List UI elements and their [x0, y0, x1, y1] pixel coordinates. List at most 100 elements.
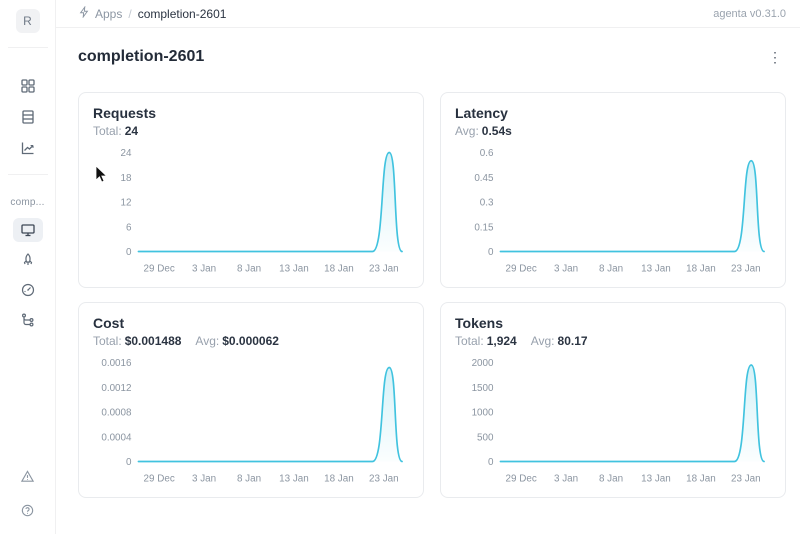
stat-pair: Avg: $0.000062 [195, 334, 279, 348]
stat-pair: Avg: 0.54s [455, 124, 512, 138]
card-stats: Avg: 0.54s [455, 124, 771, 138]
x-axis-tick: 18 Jan [324, 263, 354, 274]
metric-card-latency: Latency Avg: 0.54s 0 0.15 0.3 0.45 0.6 29 Dec 3… [440, 92, 786, 288]
stat-value: 80.17 [557, 334, 588, 348]
stat-label: Total: [455, 334, 484, 348]
stat-label: Total: [93, 334, 122, 348]
y-axis-tick: 0.0008 [101, 407, 131, 418]
breadcrumb-separator: / [128, 6, 132, 21]
stat-label: Avg: [455, 124, 479, 138]
sidebar-item-overview[interactable] [12, 218, 43, 242]
y-axis-tick: 0 [126, 247, 132, 258]
sidebar-item-playground[interactable] [13, 248, 43, 272]
sidebar-item-testsets[interactable] [13, 105, 43, 129]
requests-chart: 0 6 12 18 24 29 Dec 3 Jan 8 Jan 13 Jan 18 Jan 23 J… [93, 142, 409, 281]
sidebar: R [0, 0, 56, 534]
x-axis-tick: 29 Dec [506, 263, 537, 274]
x-axis-tick: 8 Jan [237, 263, 261, 274]
gauge-icon [20, 282, 36, 298]
alert-triangle-icon [20, 469, 35, 484]
card-title: Tokens [455, 315, 503, 331]
series-line [137, 151, 403, 253]
area-fill [500, 365, 765, 462]
x-axis-tick: 23 Jan [731, 473, 761, 484]
y-axis-tick: 0 [488, 247, 494, 258]
breadcrumb-current: completion-2601 [137, 6, 227, 21]
sidebar-footer [13, 464, 43, 522]
sidebar-item-traces[interactable] [13, 308, 43, 332]
x-axis-tick: 23 Jan [369, 263, 399, 274]
help-circle-icon [20, 503, 35, 518]
y-axis-tick: 0 [126, 457, 132, 468]
x-axis-tick: 23 Jan [731, 263, 761, 274]
stat-value: 1,924 [486, 334, 517, 348]
metric-card-cost: Cost Total: $0.001488 Avg: $0.000062 0 0.000… [78, 302, 424, 498]
card-title: Latency [455, 105, 508, 121]
sidebar-main-nav [13, 74, 43, 160]
area-fill [138, 367, 403, 462]
y-axis-tick: 0.0016 [101, 358, 131, 369]
metrics-grid: Requests Total: 24 0 6 12 18 24 29 Dec 3 Jan 8 J… [78, 92, 786, 498]
page-title: completion-2601 [78, 48, 205, 65]
area-fill [138, 152, 403, 252]
x-axis-tick: 29 Dec [506, 473, 537, 484]
y-axis-tick: 0.0012 [101, 383, 131, 394]
metric-card-tokens: Tokens Total: 1,924 Avg: 80.17 0 500 1000 1500… [440, 302, 786, 498]
breadcrumb-apps-label: Apps [95, 6, 123, 21]
sidebar-item-observability[interactable] [13, 136, 43, 160]
x-axis-tick: 3 Jan [192, 473, 216, 484]
y-axis-tick: 2000 [472, 358, 494, 369]
card-title: Cost [93, 315, 125, 331]
breadcrumb-apps-link[interactable]: Apps [78, 5, 123, 21]
y-axis-tick: 18 [121, 173, 132, 184]
stat-label: Avg: [195, 334, 220, 348]
grid-apps-icon [20, 78, 36, 94]
x-axis-tick: 29 Dec [144, 473, 175, 484]
workspace-avatar[interactable]: R [15, 9, 40, 33]
stat-value: $0.001488 [124, 334, 182, 348]
area-fill [500, 160, 765, 252]
x-axis-tick: 8 Jan [599, 473, 623, 484]
y-axis-tick: 12 [121, 197, 132, 208]
x-axis-tick: 13 Jan [641, 263, 671, 274]
sidebar-item-apps[interactable] [13, 74, 43, 98]
x-axis-tick: 13 Jan [279, 473, 309, 484]
sidebar-item-help[interactable] [13, 498, 43, 522]
x-axis-tick: 13 Jan [641, 473, 671, 484]
content: completion-2601 ⋮ Requests Total: 24 0 6 12… [56, 28, 800, 534]
version-label: agenta v0.31.0 [713, 7, 786, 20]
stat-pair: Avg: 80.17 [531, 334, 588, 348]
sidebar-divider [7, 47, 48, 48]
more-options-button[interactable]: ⋮ [764, 46, 786, 68]
y-axis-tick: 0.6 [480, 148, 494, 159]
topbar: Apps / completion-2601 agenta v0.31.0 [56, 0, 800, 28]
card-stats: Total: 1,924 Avg: 80.17 [455, 334, 771, 348]
chart-line-icon [20, 140, 36, 156]
series-line [137, 366, 403, 463]
sidebar-divider [7, 174, 48, 175]
kebab-menu-icon: ⋮ [768, 49, 782, 65]
stat-pair: Total: $0.001488 [93, 334, 181, 348]
stat-value: $0.000062 [222, 334, 279, 348]
y-axis-tick: 6 [126, 222, 132, 233]
stat-label: Total: [93, 124, 122, 138]
stat-value: 24 [124, 124, 139, 138]
y-axis-tick: 0 [488, 457, 494, 468]
cost-chart: 0 0.0004 0.0008 0.0012 0.0016 29 Dec 3 Jan 8 Ja… [93, 352, 409, 491]
card-stats: Total: 24 [93, 124, 409, 138]
x-axis-tick: 23 Jan [369, 473, 399, 484]
y-axis-tick: 24 [121, 148, 132, 159]
breadcrumb: Apps / completion-2601 [78, 5, 227, 21]
y-axis-tick: 0.15 [474, 222, 494, 233]
metric-card-requests: Requests Total: 24 0 6 12 18 24 29 Dec 3 Jan 8 J… [78, 92, 424, 288]
sidebar-item-evaluations[interactable] [13, 278, 43, 302]
y-axis-tick: 0.0004 [101, 432, 131, 443]
lightning-icon [78, 5, 90, 21]
x-axis-tick: 3 Jan [554, 473, 578, 484]
sidebar-item-alerts[interactable] [13, 464, 43, 488]
series-line [499, 364, 765, 463]
x-axis-tick: 18 Jan [324, 473, 354, 484]
x-axis-tick: 3 Jan [192, 263, 216, 274]
y-axis-tick: 0.45 [474, 173, 494, 184]
